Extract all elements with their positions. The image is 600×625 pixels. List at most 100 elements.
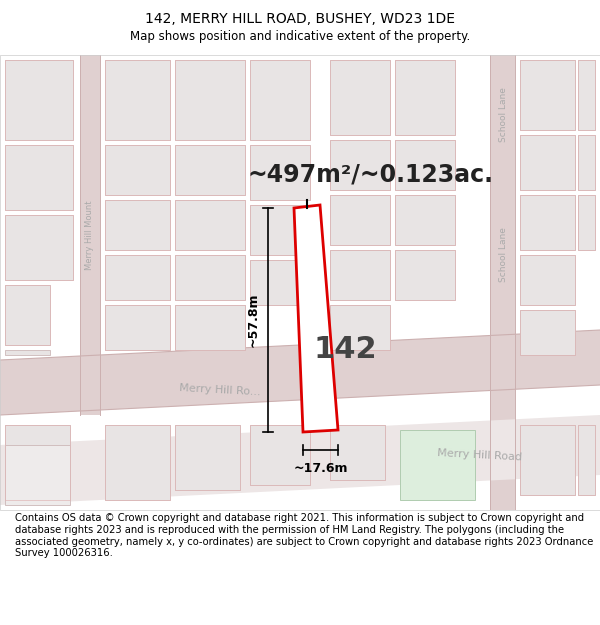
Bar (105, 425, 170, 500)
Bar (578, 135, 595, 190)
Bar (175, 200, 245, 250)
Bar (520, 310, 575, 355)
Bar (250, 60, 310, 140)
Bar (330, 425, 385, 480)
Bar (105, 200, 170, 250)
Bar (105, 60, 170, 140)
Bar (175, 60, 245, 140)
Bar (330, 305, 390, 350)
Bar (5, 215, 73, 280)
Bar (520, 60, 575, 130)
Bar (175, 255, 245, 300)
Bar (175, 305, 245, 350)
Bar (5, 285, 50, 345)
Bar (330, 250, 390, 300)
Bar (175, 255, 245, 300)
Text: 142, MERRY HILL ROAD, BUSHEY, WD23 1DE: 142, MERRY HILL ROAD, BUSHEY, WD23 1DE (145, 12, 455, 26)
Bar (520, 60, 575, 130)
Bar (520, 310, 575, 355)
Bar (520, 425, 575, 495)
Bar (250, 205, 310, 255)
Bar (5, 145, 73, 210)
Bar (395, 250, 455, 300)
Bar (105, 60, 170, 140)
Bar (578, 425, 595, 495)
Bar (250, 60, 310, 140)
Text: ~57.8m: ~57.8m (247, 292, 260, 348)
Bar (250, 260, 310, 305)
Bar (330, 60, 390, 135)
Bar (578, 195, 595, 250)
Bar (5, 215, 73, 280)
Text: Map shows position and indicative extent of the property.: Map shows position and indicative extent… (130, 30, 470, 43)
Bar (395, 140, 455, 190)
Bar (105, 145, 170, 195)
Bar (520, 135, 575, 190)
Bar (250, 260, 310, 305)
Bar (520, 135, 575, 190)
Bar (395, 60, 455, 135)
Bar (330, 195, 390, 245)
Bar (105, 255, 170, 300)
Bar (5, 60, 73, 140)
Bar (175, 305, 245, 350)
Bar (578, 195, 595, 250)
Bar (330, 250, 390, 300)
Bar (395, 60, 455, 135)
Polygon shape (0, 415, 600, 505)
Bar (250, 145, 310, 200)
Bar (395, 195, 455, 245)
Bar (105, 305, 170, 350)
Polygon shape (490, 55, 515, 510)
Text: Merry Hill Road: Merry Hill Road (437, 448, 523, 462)
Bar (5, 60, 73, 140)
Bar (175, 145, 245, 195)
Bar (250, 425, 310, 485)
Bar (5, 145, 73, 210)
Bar (395, 195, 455, 245)
Text: 142: 142 (313, 336, 377, 364)
Bar (5, 445, 70, 505)
Bar (5, 285, 50, 345)
Bar (520, 195, 575, 250)
Bar (250, 425, 310, 485)
Bar (250, 145, 310, 200)
Bar (395, 250, 455, 300)
Bar (330, 195, 390, 245)
Bar (175, 425, 240, 490)
Bar (5, 425, 70, 500)
Bar (330, 140, 390, 190)
Bar (520, 255, 575, 305)
Bar (400, 430, 475, 500)
Bar (105, 425, 170, 500)
Polygon shape (0, 330, 600, 415)
Bar (578, 60, 595, 130)
Bar (175, 145, 245, 195)
Bar (175, 200, 245, 250)
Bar (175, 60, 245, 140)
Bar (5, 350, 50, 355)
Bar (578, 425, 595, 495)
Bar (520, 195, 575, 250)
Bar (105, 305, 170, 350)
Bar (520, 425, 575, 495)
Bar (105, 255, 170, 300)
Text: School Lane: School Lane (499, 88, 508, 142)
Bar (578, 135, 595, 190)
Bar (330, 140, 390, 190)
Bar (395, 140, 455, 190)
Text: ~497m²/~0.123ac.: ~497m²/~0.123ac. (247, 163, 493, 187)
Text: ~17.6m: ~17.6m (293, 462, 348, 475)
Bar (105, 145, 170, 195)
Bar (105, 200, 170, 250)
Text: Merry Hill Ro...: Merry Hill Ro... (179, 383, 261, 397)
Bar (330, 425, 385, 480)
Bar (578, 60, 595, 130)
Bar (330, 305, 390, 350)
Text: School Lane: School Lane (499, 228, 508, 282)
Polygon shape (294, 205, 338, 432)
Text: Contains OS data © Crown copyright and database right 2021. This information is : Contains OS data © Crown copyright and d… (15, 514, 593, 558)
Bar (5, 425, 70, 500)
Polygon shape (80, 55, 100, 415)
Bar (175, 425, 240, 490)
